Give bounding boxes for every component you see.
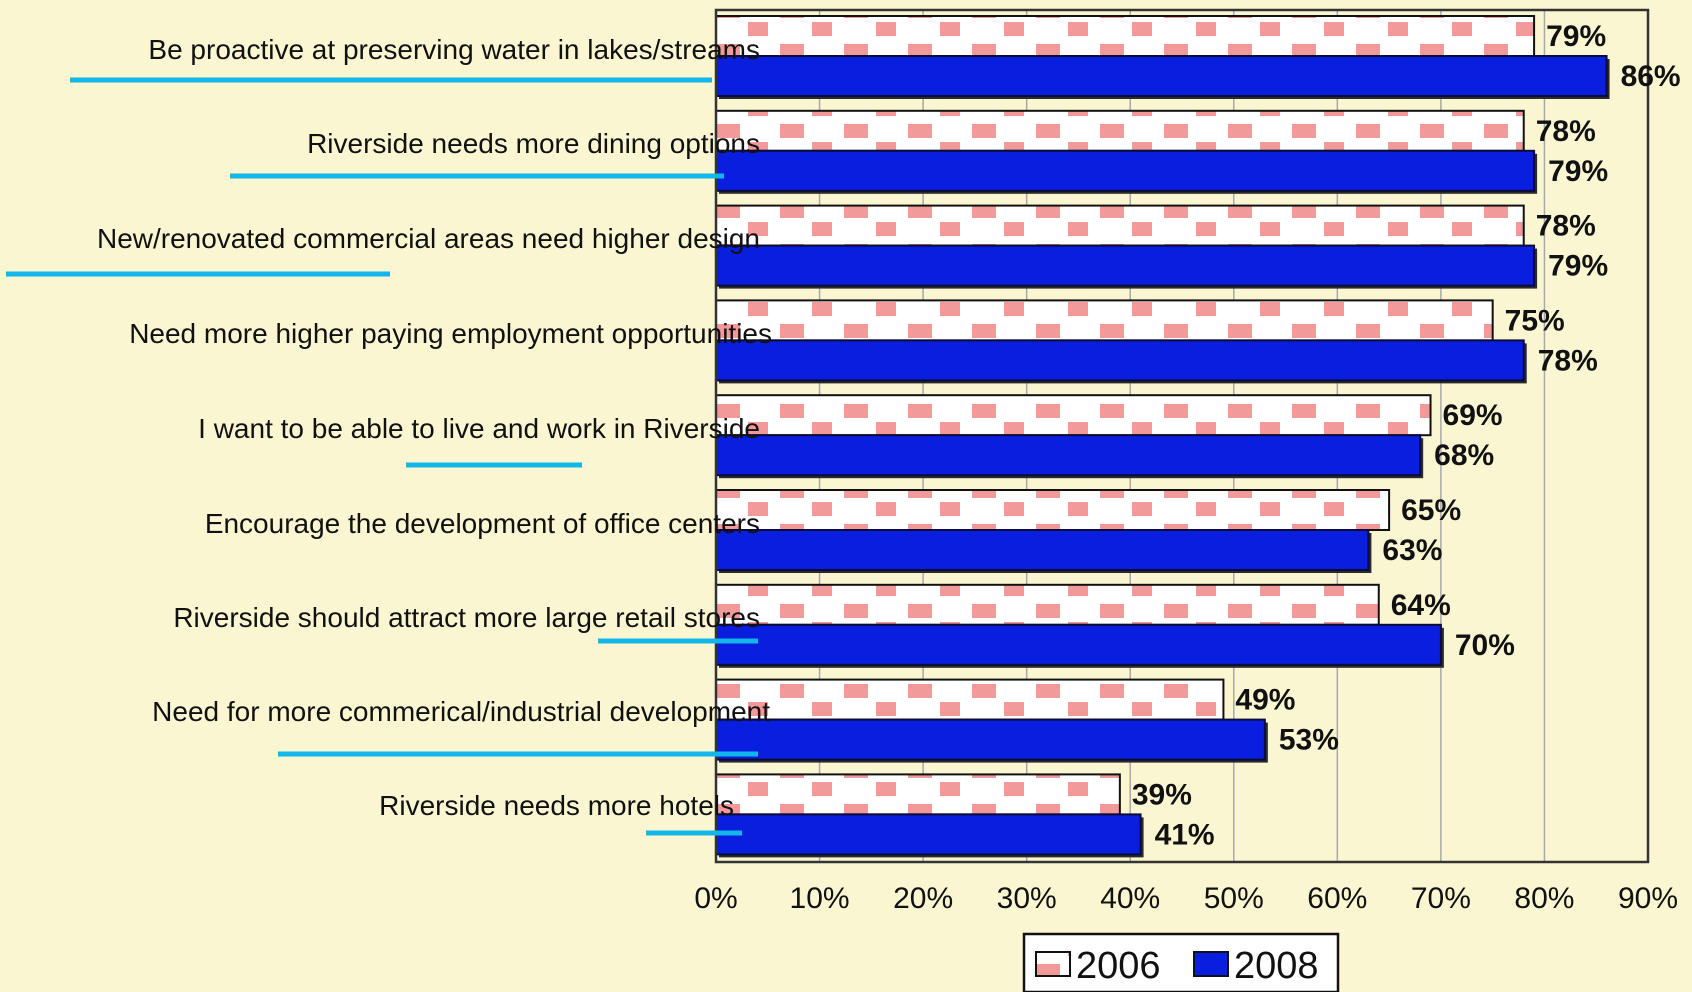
labels-layer: 0% 10% 20% 30% 40% 50% 60% 70% 80% 90% 79% 86% Be pr… (97, 20, 1681, 915)
category-label: Be proactive at preserving water in lake… (148, 34, 760, 65)
category-label: Encourage the development of office cent… (205, 508, 760, 539)
bar-2006 (715, 299, 1494, 342)
bar-2008 (715, 718, 1266, 761)
category-label: Riverside needs more dining options (307, 128, 760, 159)
data-label-2008: 41% (1155, 818, 1215, 851)
bar-2008 (715, 244, 1536, 287)
data-label-2006: 78% (1536, 115, 1596, 148)
frame-layer (714, 8, 1650, 864)
underline-layer (6, 77, 758, 836)
data-label-2006: 78% (1536, 210, 1596, 243)
data-label-2008: 70% (1455, 629, 1515, 662)
bar-2008 (715, 55, 1608, 97)
category-label: New/renovated commercial areas need high… (97, 223, 760, 254)
data-label-2006: 79% (1546, 20, 1606, 53)
category-label: Riverside needs more hotels (379, 790, 734, 821)
data-label-2006: 49% (1235, 684, 1295, 717)
data-label-2008: 79% (1548, 250, 1608, 283)
bar-2006 (715, 489, 1391, 531)
data-label-2008: 78% (1538, 344, 1598, 377)
data-label-2008: 63% (1382, 534, 1442, 567)
bar-2006 (715, 109, 1525, 152)
data-label-2006: 69% (1443, 399, 1503, 432)
bar-2008 (715, 149, 1536, 192)
data-label-2006: 75% (1505, 304, 1565, 337)
legend-swatch-2006 (1035, 951, 1071, 977)
x-tick-label: 20% (893, 882, 953, 915)
data-label-2008: 68% (1434, 439, 1494, 472)
legend: 2006 2008 (1022, 932, 1340, 992)
bar-2006 (715, 15, 1536, 57)
bar-2008 (715, 339, 1525, 382)
data-label-2006: 64% (1391, 589, 1451, 622)
legend-label-2008: 2008 (1234, 945, 1319, 987)
bar-2008 (715, 529, 1370, 571)
category-label: Need more higher paying employment oppor… (129, 318, 772, 349)
x-tick-label: 40% (1100, 882, 1160, 915)
x-tick-label: 10% (790, 882, 850, 915)
legend-label-2006: 2006 (1076, 945, 1161, 987)
legend-swatch-2008 (1193, 951, 1229, 977)
plot-frame (714, 8, 1650, 864)
category-label: Riverside should attract more large reta… (173, 602, 760, 633)
x-tick-label: 0% (694, 882, 737, 915)
data-label-2008: 79% (1548, 155, 1608, 188)
bar-2006 (715, 394, 1432, 437)
x-tick-label: 60% (1307, 882, 1367, 915)
bars-layer (715, 15, 1610, 858)
data-label-2008: 53% (1279, 724, 1339, 757)
x-tick-label: 30% (997, 882, 1057, 915)
data-label-2008: 86% (1621, 60, 1681, 93)
bar-2006 (715, 773, 1121, 816)
category-label: Need for more commerical/industrial deve… (152, 696, 770, 727)
bar-2008 (715, 813, 1142, 856)
bar-2008 (715, 434, 1422, 477)
legend-box (1022, 932, 1340, 992)
bar-2008 (715, 623, 1442, 666)
bar-2006 (715, 204, 1525, 247)
x-tick-label: 80% (1514, 882, 1574, 915)
data-label-2006: 65% (1401, 494, 1461, 527)
x-tick-label: 90% (1618, 882, 1678, 915)
x-tick-label: 70% (1411, 882, 1471, 915)
category-label: I want to be able to live and work in Ri… (198, 413, 760, 444)
bar-2006 (715, 678, 1225, 721)
data-label-2006: 39% (1132, 778, 1192, 811)
bar-2006 (715, 583, 1380, 626)
x-tick-label: 50% (1204, 882, 1264, 915)
